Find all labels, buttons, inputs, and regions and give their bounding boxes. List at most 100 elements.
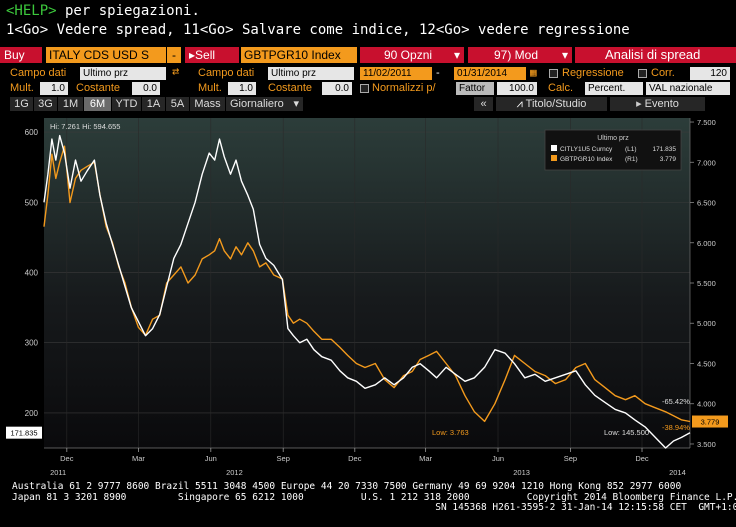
chevron-down-icon: ▾	[561, 48, 568, 62]
plot-background	[44, 118, 690, 448]
tab-6m[interactable]: 6M	[84, 97, 112, 111]
legend-entry-last: 171.835	[653, 146, 677, 153]
title-study-button[interactable]: ⩘ Titolo/Studio	[496, 97, 608, 111]
left-tick-label: 400	[25, 268, 39, 277]
right-axis: 3.500 4.000 4.500 5.000 5.500 6.000 6.500 7.000…	[689, 118, 716, 449]
security1-dropdown[interactable]: -	[167, 47, 181, 63]
data-field-select-2[interactable]: Ultimo prz	[268, 67, 354, 80]
x-axis: Dec Mar Jun Sep Dec Mar Jun Sep Dec 2011 2012 2013 2…	[44, 447, 690, 477]
mult-input-2[interactable]: 1.0	[228, 82, 256, 95]
left-tick-label: 300	[25, 339, 39, 348]
chart-area[interactable]: 200 300 400 500 600 3.500 4.000 4.500 5.000 5.50…	[0, 112, 736, 480]
corr-input[interactable]: 120	[690, 67, 730, 80]
data-field-label-1: Campo dati	[10, 67, 67, 79]
constant-input-1[interactable]: 0.0	[132, 82, 160, 95]
help-line: <HELP> per spiegazioni.	[6, 3, 200, 19]
annotations: Hi: 7.261 Hi: 594.655 Low: 3.763 Low: 145.…	[6, 122, 728, 439]
mod-button[interactable]: 97) Mod ▾	[468, 47, 572, 63]
tab-ytd[interactable]: YTD	[112, 97, 142, 111]
constant-label-1: Costante	[76, 82, 121, 94]
legend-entry-axis: (L1)	[625, 146, 637, 153]
flag-icon: ▸	[636, 98, 642, 110]
date-separator: -	[436, 67, 440, 79]
chevron-down-icon: ▾	[453, 48, 460, 62]
x-year-label: 2014	[669, 468, 686, 477]
legend-swatch	[551, 155, 557, 161]
buy-button[interactable]: Buy	[0, 47, 42, 63]
left-tick-label: 200	[25, 409, 39, 418]
frequency-select[interactable]: Giornaliero ▾	[226, 97, 304, 111]
currency-select[interactable]: VAL nazionale	[646, 82, 730, 95]
x-year-label: 2013	[513, 468, 530, 477]
tab-1a[interactable]: 1A	[142, 97, 166, 111]
last-value-tag-cds	[6, 426, 42, 439]
x-tick-label: Dec	[635, 454, 649, 463]
x-tick-label: Jun	[205, 454, 217, 463]
x-tick-label: Dec	[60, 454, 74, 463]
event-label: Evento	[644, 98, 679, 110]
chevron-down-icon: ▾	[293, 98, 299, 110]
security2-field[interactable]: GBTPGR10 Index	[241, 47, 357, 63]
factor-input[interactable]: 100.0	[497, 82, 537, 95]
pct-change-cds: -65.42%	[662, 397, 690, 406]
calc-select[interactable]: Percent.	[585, 82, 643, 95]
calendar-icon[interactable]: ▦	[530, 66, 537, 79]
tab-max[interactable]: Mass	[190, 97, 226, 111]
spread-chart[interactable]: 200 300 400 500 600 3.500 4.000 4.500 5.000 5.50…	[0, 112, 736, 480]
tab-3g[interactable]: 3G	[34, 97, 58, 111]
right-tick-label: 5.000	[697, 319, 716, 328]
constant-input-2[interactable]: 0.0	[322, 82, 352, 95]
legend: Ultimo prz CITLY1U5 Curncy (L1) 171.835 GBTP…	[544, 129, 682, 171]
grid	[44, 118, 690, 448]
sell-button[interactable]: ▸Sell	[185, 47, 239, 63]
last-value-tag-btp	[692, 415, 728, 428]
tab-5a[interactable]: 5A	[166, 97, 190, 111]
x-tick-label: Dec	[348, 454, 362, 463]
last-value-btp: 3.779	[701, 418, 720, 427]
tab-1g[interactable]: 1G	[10, 97, 34, 111]
start-date-input[interactable]: 11/02/2011	[360, 67, 432, 80]
footer-line-3: SN 145368 H261-3595-2 31-Jan-14 12:15:58…	[12, 502, 736, 513]
x-tick-label: Sep	[564, 454, 577, 463]
mult-input-1[interactable]: 1.0	[40, 82, 68, 95]
end-date-input[interactable]: 01/31/2014	[454, 67, 526, 80]
event-button[interactable]: ▸ Evento	[610, 97, 706, 111]
data-field-select-1[interactable]: Ultimo prz	[80, 67, 166, 80]
sell-arrow-icon: ▸	[189, 48, 196, 62]
series-line-cds	[43, 134, 691, 449]
right-tick-label: 7.000	[697, 158, 716, 167]
legend-box	[544, 129, 682, 171]
command-line: 1<Go> Vedere spread, 11<Go> Salvare come…	[6, 22, 630, 38]
x-tick-label: Mar	[419, 454, 432, 463]
swap-arrows-icon[interactable]: ⇄	[172, 64, 180, 78]
options-button[interactable]: 90 Opzni ▾	[360, 47, 464, 63]
series-lines	[43, 134, 691, 449]
corr-checkbox[interactable]	[638, 69, 647, 78]
help-key[interactable]: <HELP>	[6, 3, 57, 19]
pct-change-btp: -38.94%	[662, 423, 690, 432]
back-button[interactable]: «	[474, 97, 494, 111]
left-tick-label: 600	[25, 128, 39, 137]
x-year-label: 2011	[50, 468, 66, 477]
normalize-checkbox[interactable]	[360, 84, 369, 93]
right-tick-label: 5.500	[697, 279, 716, 288]
footer-line-1: Australia 61 2 9777 8600 Brazil 5511 304…	[12, 481, 682, 492]
calc-label: Calc.	[548, 82, 574, 94]
left-tick-label: 500	[25, 198, 39, 207]
security1-field[interactable]: ITALY CDS USD S	[46, 47, 166, 63]
regression-checkbox[interactable]	[549, 69, 558, 78]
low-btp-annotation: Low: 3.763	[432, 428, 469, 437]
frequency-label: Giornaliero	[230, 98, 284, 110]
constant-label-2: Costante	[268, 82, 313, 94]
title-study-label: Titolo/Studio	[525, 98, 587, 110]
help-text: per spiegazioni.	[56, 3, 200, 19]
legend-entry-name: GBTPGR10 Index	[560, 156, 613, 163]
data-field-label-2: Campo dati	[198, 67, 255, 79]
factor-select[interactable]: Fattor	[456, 82, 494, 95]
sell-label: Sell	[195, 48, 216, 62]
hi-annotation: Hi: 7.261 Hi: 594.655	[50, 122, 120, 131]
legend-title: Ultimo prz	[597, 135, 629, 142]
tab-1m[interactable]: 1M	[58, 97, 84, 111]
low-cds-annotation: Low: 145.500	[604, 428, 649, 437]
regression-label: Regressione	[562, 67, 624, 79]
